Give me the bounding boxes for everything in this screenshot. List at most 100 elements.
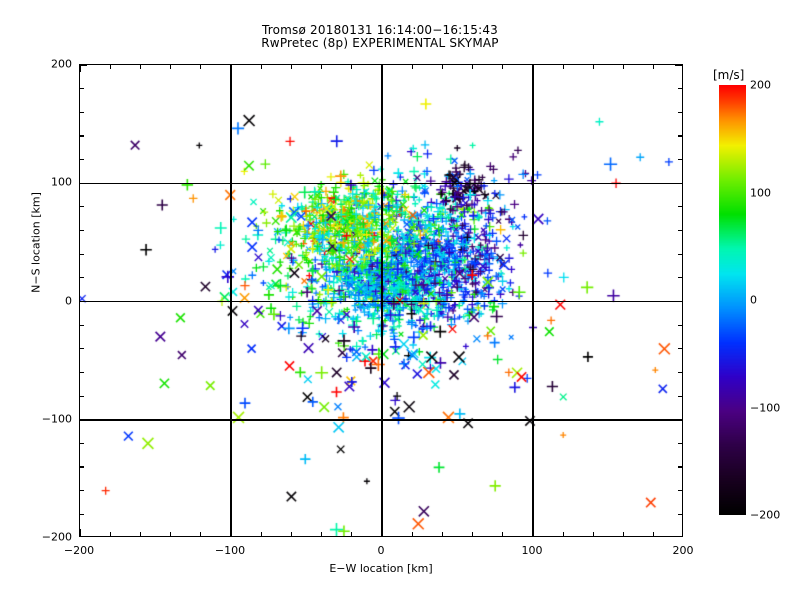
tick-mark xyxy=(678,253,682,255)
gridline-vertical xyxy=(381,65,383,536)
tick-mark xyxy=(80,253,84,255)
tick-mark xyxy=(230,65,232,72)
tick-mark xyxy=(411,532,413,536)
tick-mark xyxy=(351,532,353,536)
gridline-horizontal xyxy=(80,300,682,303)
tick-mark xyxy=(678,277,682,279)
tick-mark xyxy=(260,532,262,536)
y-tick-label: 200 xyxy=(51,57,72,71)
tick-mark xyxy=(678,159,682,161)
colorbar-tick-label: 0 xyxy=(750,293,757,307)
colorbar-tick-label: −200 xyxy=(750,508,781,522)
tick-mark xyxy=(381,65,383,72)
tick-mark xyxy=(80,88,84,90)
tick-mark xyxy=(653,65,655,69)
tick-mark xyxy=(472,65,474,69)
x-tick-label: −100 xyxy=(214,544,246,557)
scatter-data-canvas xyxy=(80,65,682,536)
tick-mark xyxy=(472,532,474,536)
tick-mark xyxy=(80,466,84,468)
tick-mark xyxy=(80,371,84,374)
tick-mark xyxy=(80,324,84,326)
colorbar xyxy=(719,85,746,515)
tick-mark xyxy=(80,348,84,350)
tick-mark xyxy=(80,65,81,72)
tick-mark xyxy=(80,111,84,113)
tick-mark xyxy=(411,65,413,69)
tick-mark xyxy=(290,532,292,536)
x-tick-label: 0 xyxy=(377,544,385,557)
tick-mark xyxy=(351,65,353,69)
tick-mark xyxy=(678,88,682,90)
x-axis-label: E−W location [km] xyxy=(329,562,433,575)
tick-mark xyxy=(230,529,232,536)
tick-mark xyxy=(321,532,323,536)
tick-mark xyxy=(200,532,202,536)
gridline-vertical xyxy=(230,65,232,536)
gridline-vertical xyxy=(532,65,534,536)
tick-mark xyxy=(441,65,443,69)
tick-mark xyxy=(675,300,682,303)
tick-mark xyxy=(80,135,84,137)
colorbar-tick-label: 100 xyxy=(750,186,771,199)
tick-mark xyxy=(200,65,202,69)
tick-mark xyxy=(80,206,84,208)
y-axis-label: N−S location [km] xyxy=(29,192,43,293)
tick-mark xyxy=(80,300,87,303)
tick-mark xyxy=(170,532,172,536)
tick-mark xyxy=(678,395,682,397)
tick-mark xyxy=(80,529,81,536)
gridline-horizontal xyxy=(80,419,682,421)
tick-mark xyxy=(290,65,292,69)
x-tick-label: 100 xyxy=(521,544,543,557)
tick-mark xyxy=(678,466,682,468)
tick-mark xyxy=(260,65,262,69)
tick-mark xyxy=(80,65,87,66)
colorbar-unit-label: [m/s] xyxy=(713,68,745,82)
tick-mark xyxy=(678,135,682,137)
tick-mark xyxy=(675,182,682,184)
x-tick-label: −200 xyxy=(63,544,95,557)
figure-title: Tromsø 20180131 16:14:00−16:15:43 RwPret… xyxy=(0,24,760,50)
tick-mark xyxy=(502,532,504,536)
tick-mark xyxy=(678,513,682,515)
tick-mark xyxy=(321,65,323,69)
y-tick-label: 0 xyxy=(65,294,72,307)
y-tick-label: −200 xyxy=(41,530,72,544)
tick-mark xyxy=(678,229,682,232)
tick-mark xyxy=(678,206,682,208)
tick-mark xyxy=(80,442,84,444)
title-line-2: RwPretec (8p) EXPERIMENTAL SKYMAP xyxy=(261,36,499,50)
tick-mark xyxy=(675,419,682,421)
tick-mark xyxy=(381,529,383,536)
tick-mark xyxy=(675,65,682,66)
tick-mark xyxy=(678,442,682,444)
x-tick-label: 200 xyxy=(672,544,694,557)
plot-area xyxy=(79,64,683,537)
tick-mark xyxy=(623,65,625,69)
tick-mark xyxy=(80,490,84,492)
tick-mark xyxy=(80,229,84,232)
tick-mark xyxy=(80,277,84,279)
tick-mark xyxy=(109,65,111,69)
tick-mark xyxy=(678,490,682,492)
tick-mark xyxy=(109,532,111,536)
tick-mark xyxy=(532,529,534,536)
tick-mark xyxy=(653,532,655,536)
tick-mark xyxy=(562,65,564,69)
y-tick-label: 100 xyxy=(51,175,72,189)
tick-mark xyxy=(592,532,594,536)
tick-mark xyxy=(139,65,141,69)
y-tick-label: −100 xyxy=(41,412,72,426)
tick-mark xyxy=(592,65,594,69)
colorbar-tick-label: 200 xyxy=(750,78,771,92)
tick-mark xyxy=(678,111,682,113)
gridline-horizontal xyxy=(80,182,682,184)
colorbar-tick-label: −100 xyxy=(750,401,781,414)
tick-mark xyxy=(678,371,682,374)
tick-mark xyxy=(80,419,87,421)
tick-mark xyxy=(170,65,172,69)
tick-mark xyxy=(678,348,682,350)
tick-mark xyxy=(562,532,564,536)
